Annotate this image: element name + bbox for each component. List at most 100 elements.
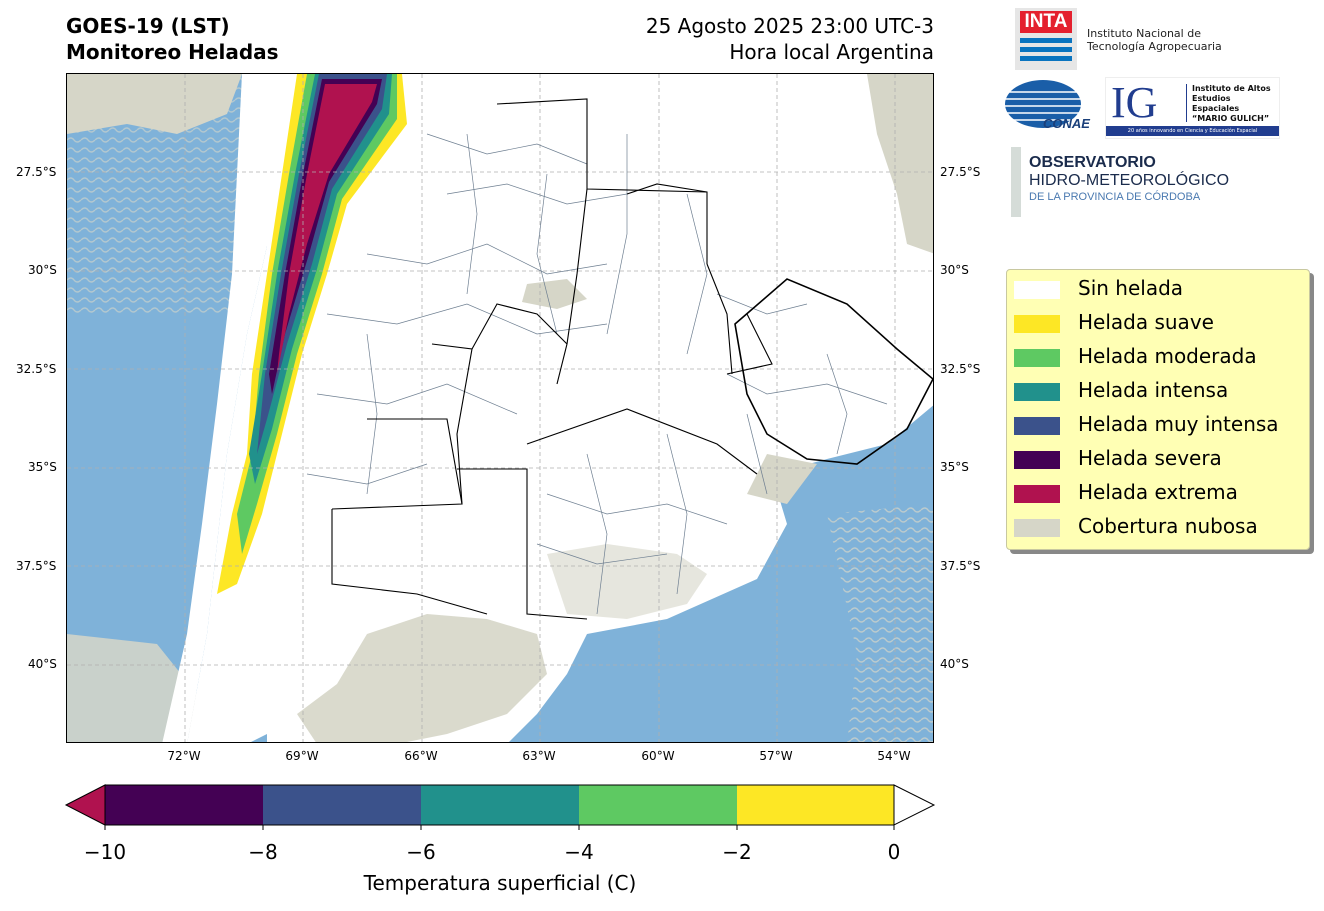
lat-label-left-4: 35°S (28, 460, 57, 474)
colorbar-segment-5 (737, 785, 894, 825)
ig-mark: IG (1111, 78, 1158, 127)
chile-land (162, 74, 282, 742)
colorbar-tick-6: 0 (887, 840, 901, 864)
ig-name-line-3: “MARIO GULICH” (1192, 114, 1270, 123)
conae-logo: CONAE (1005, 78, 1095, 136)
colorbar-frame (104, 784, 895, 826)
inta-name: Instituto Nacional de Tecnología Agropec… (1087, 27, 1222, 53)
atlantic-cloud-east (827, 504, 933, 742)
obs-line-3: DE LA PROVINCIA DE CÓRDOBA (1029, 191, 1201, 203)
title-line-1: GOES-19 (LST) (66, 14, 230, 38)
colorbar-tick-marks (104, 825, 895, 830)
obs-line-1: OBSERVATORIO (1029, 154, 1156, 171)
legend-swatch (1014, 451, 1060, 469)
lat-label-left-1: 27.5°S (16, 165, 57, 179)
lon-label-5: 60°W (641, 749, 675, 763)
legend-label: Helada muy intensa (1078, 412, 1279, 436)
obs-line-2: HIDRO-METEOROLÓGICO (1029, 172, 1230, 189)
lat-label-right-4: 35°S (940, 460, 969, 474)
ig-name-line-2: Estudios Espaciales (1192, 94, 1240, 113)
legend-label: Helada severa (1078, 446, 1222, 470)
legend-swatch (1014, 417, 1060, 435)
legend-label: Sin helada (1078, 276, 1184, 300)
title-line-2: Monitoreo Heladas (66, 40, 279, 64)
colorbar-tick-5: −2 (722, 840, 752, 864)
legend: Sin helada Helada suave Helada moderada … (1006, 269, 1310, 550)
northeast-cloud (867, 74, 933, 254)
lat-gridlines (67, 171, 933, 666)
lon-label-1: 72°W (167, 749, 201, 763)
pacific-cloud-top (67, 74, 242, 134)
colorbar-under-arrow (64, 784, 106, 826)
colorbar-segment-1 (105, 785, 263, 825)
inta-stripe-2 (1020, 47, 1072, 52)
lat-label-left-3: 32.5°S (16, 362, 57, 376)
lat-label-right-1: 27.5°S (940, 165, 981, 179)
lon-label-6: 57°W (759, 749, 793, 763)
legend-swatch (1014, 281, 1060, 299)
colorbar-tick-1: −10 (83, 840, 127, 864)
colorbar-segment-2 (263, 785, 421, 825)
ig-divider (1186, 84, 1187, 122)
colorbar-title: Temperatura superficial (C) (363, 871, 637, 895)
buenos-aires-cloud (547, 544, 707, 619)
colorbar-over-arrow (893, 784, 936, 826)
pacific-cloud-south (67, 634, 197, 742)
lat-label-left-6: 40°S (28, 657, 57, 671)
conae-globe-icon (1005, 80, 1081, 128)
argentina-land (187, 74, 933, 742)
inta-stripe-3 (1020, 56, 1072, 61)
legend-label: Helada suave (1078, 310, 1214, 334)
legend-label: Helada extrema (1078, 480, 1238, 504)
cloud-patch-central (522, 279, 587, 309)
observatorio-bar (1011, 147, 1021, 217)
map-date: 25 Agosto 2025 23:00 UTC-3 Hora local Ar… (560, 13, 934, 65)
lat-label-left-5: 37.5°S (16, 559, 57, 573)
colorbar (64, 784, 936, 830)
legend-label: Helada moderada (1078, 344, 1257, 368)
lat-label-left-2: 30°S (28, 263, 57, 277)
colorbar-tick-2: −8 (248, 840, 278, 864)
colorbar-segment-3 (421, 785, 579, 825)
conae-mark: CONAE (1043, 116, 1090, 131)
legend-label: Helada intensa (1078, 378, 1229, 402)
lat-label-right-2: 30°S (940, 263, 969, 277)
lon-label-7: 54°W (877, 749, 911, 763)
ig-name: Instituto de Altos Estudios Espaciales “… (1192, 84, 1279, 124)
map-title: GOES-19 (LST) Monitoreo Heladas (66, 13, 279, 65)
legend-swatch (1014, 315, 1060, 333)
colorbar-segment-4 (579, 785, 737, 825)
province-borders (331, 98, 773, 620)
frost-map (66, 73, 934, 743)
lat-label-right-3: 32.5°S (940, 362, 981, 376)
ig-tagline: 20 años innovando en Ciencia y Educación… (1106, 126, 1279, 136)
inta-name-line-2: Tecnología Agropecuaria (1087, 40, 1222, 53)
legend-swatch (1014, 485, 1060, 503)
legend-swatch (1014, 519, 1060, 537)
gulich-logo: IG Instituto de Altos Estudios Espaciale… (1105, 77, 1280, 139)
inta-name-line-1: Instituto Nacional de (1087, 27, 1201, 40)
lon-label-3: 66°W (404, 749, 438, 763)
inta-stripe-1 (1020, 38, 1072, 43)
date-line: 25 Agosto 2025 23:00 UTC-3 (645, 14, 934, 38)
department-borders (306, 133, 888, 615)
colorbar-tick-4: −4 (564, 840, 594, 864)
observatorio-logo: OBSERVATORIO HIDRO-METEOROLÓGICO DE LA P… (1029, 154, 1229, 204)
inta-logo: INTA (1015, 8, 1077, 70)
frost-band (217, 74, 407, 594)
colorbar-tick-3: −6 (406, 840, 436, 864)
inta-mark: INTA (1020, 11, 1072, 33)
legend-swatch (1014, 349, 1060, 367)
ig-name-line-1: Instituto de Altos (1192, 84, 1271, 93)
legend-label: Cobertura nubosa (1078, 514, 1258, 538)
lat-label-right-6: 40°S (940, 657, 969, 671)
lon-label-2: 69°W (285, 749, 319, 763)
lat-label-right-5: 37.5°S (940, 559, 981, 573)
map-canvas (67, 74, 933, 742)
legend-swatch (1014, 383, 1060, 401)
uruguay-border (734, 278, 933, 465)
atlantic-ocean (509, 405, 933, 742)
lon-label-4: 63°W (522, 749, 556, 763)
uruguay-cloud (747, 454, 817, 504)
time-note: Hora local Argentina (729, 40, 934, 64)
